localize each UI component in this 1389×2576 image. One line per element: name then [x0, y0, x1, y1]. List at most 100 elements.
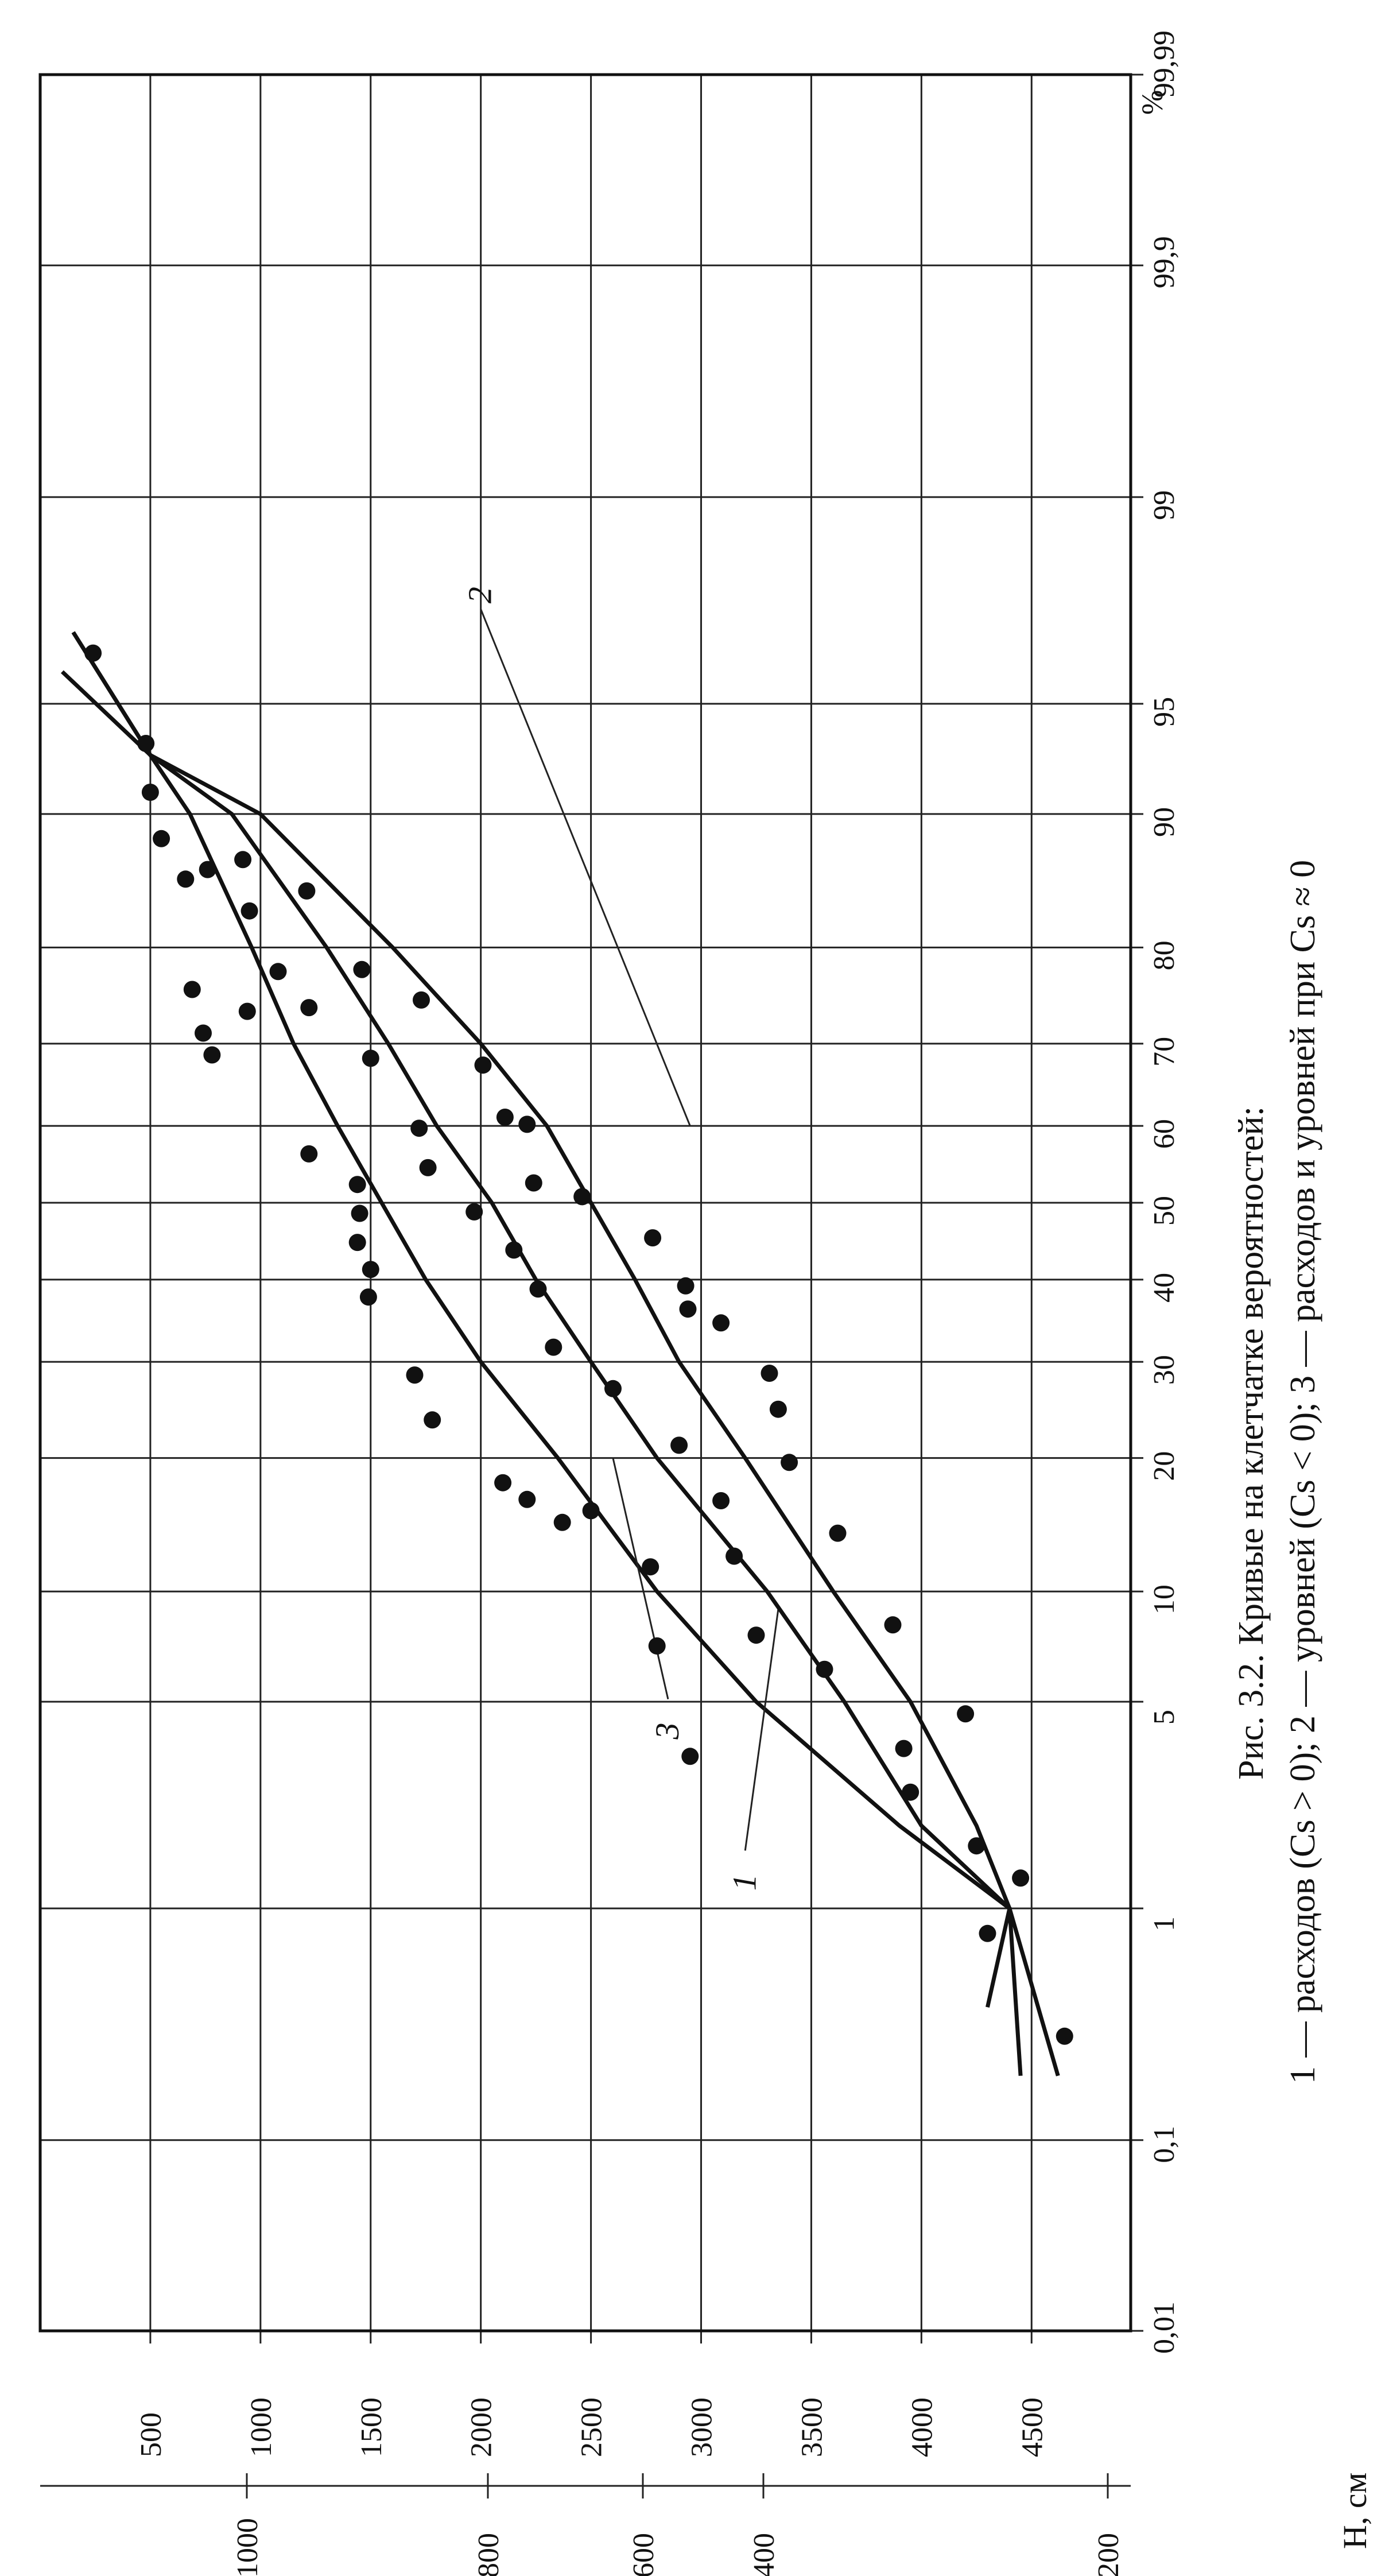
axis-title-group: H, см	[1336, 2473, 1374, 2549]
y-tick-label: 1500	[355, 2397, 388, 2457]
data-point	[725, 1547, 743, 1565]
x-tick-label: 50	[1148, 1196, 1181, 1226]
data-point	[137, 735, 155, 752]
curve-leader-2	[480, 609, 691, 1126]
secondary-tick-label: 600	[627, 2533, 660, 2576]
data-point	[465, 1203, 483, 1221]
caption-title-group: Рис. 3.2. Кривые на клетчатке вероятност…	[1232, 1106, 1271, 1780]
x-tick-label: 99,99	[1148, 30, 1181, 98]
data-point	[677, 1277, 694, 1295]
y-tick-label: 4500	[1016, 2397, 1049, 2457]
data-point	[518, 1115, 536, 1133]
data-point	[348, 1234, 366, 1252]
y-tick-label: 500	[135, 2412, 168, 2457]
data-point	[238, 1002, 256, 1020]
y-tick-label: 3000	[686, 2397, 719, 2457]
data-point	[153, 830, 170, 847]
data-point	[829, 1524, 847, 1542]
y-tick-label: 2500	[576, 2397, 608, 2457]
data-point	[195, 1024, 212, 1042]
data-point	[979, 1924, 996, 1942]
data-point	[681, 1748, 699, 1765]
data-point	[1056, 2027, 1073, 2045]
x-tick-label: 70	[1148, 1037, 1181, 1067]
x-tick-label: 90	[1148, 807, 1181, 837]
data-point	[240, 902, 258, 920]
data-point	[199, 861, 216, 878]
x-tick-label: 99,9	[1148, 236, 1181, 288]
plot-frame	[38, 73, 1132, 2333]
curve-label-2: 2	[461, 587, 499, 603]
secondary-tick-label: 400	[748, 2533, 781, 2576]
data-point	[648, 1637, 666, 1655]
data-point	[679, 1300, 697, 1318]
data-point	[177, 870, 195, 888]
y-tick-label: 1000	[245, 2397, 278, 2457]
x-tick-label: 99	[1148, 490, 1181, 520]
secondary-tick-label: 200	[1092, 2533, 1125, 2576]
data-point	[348, 1176, 366, 1194]
data-point	[351, 1204, 368, 1222]
data-point	[505, 1241, 523, 1259]
caption-legend-group: 1 — расходов (Cs > 0); 2 — уровней (Cs <…	[1283, 860, 1322, 2084]
x-tick-label: 95	[1148, 697, 1181, 727]
data-point	[269, 963, 287, 981]
data-point	[353, 960, 371, 978]
data-point	[712, 1492, 730, 1509]
x-tick-label: 80	[1148, 940, 1181, 970]
data-point	[494, 1474, 512, 1492]
data-point	[968, 1837, 986, 1855]
data-point	[902, 1783, 919, 1801]
data-point	[747, 1626, 765, 1644]
curves: 1 2 3	[60, 587, 1060, 2077]
curve-3	[71, 631, 1023, 2076]
x-tick-label: 1	[1148, 1916, 1181, 1931]
data-point	[359, 1288, 377, 1306]
data-point	[644, 1229, 662, 1247]
tick-labels: 0,01 0,1 1 5 10 20 30 40 50 60 70 80 90 95 99 99,9 99,99…	[135, 30, 1181, 2576]
data-point	[582, 1502, 600, 1520]
curve-1	[71, 631, 1012, 2008]
data-point	[712, 1314, 730, 1332]
curve-2	[60, 670, 1060, 2077]
data-point	[183, 981, 201, 998]
caption-legend: 1 — расходов (Cs > 0); 2 — уровней (Cs <…	[1283, 860, 1322, 2084]
data-point	[670, 1436, 688, 1454]
data-point	[1012, 1869, 1030, 1887]
x-tick-label: 0,1	[1148, 2126, 1181, 2163]
y-tick-label: 3500	[796, 2397, 828, 2457]
caption-title: Рис. 3.2. Кривые на клетчатке вероятност…	[1232, 1106, 1271, 1780]
x-tick-label: 10	[1148, 1585, 1181, 1614]
data-point	[642, 1558, 659, 1576]
data-points	[84, 644, 1073, 2045]
data-point	[781, 1454, 798, 1471]
data-point	[424, 1411, 441, 1429]
curve-leader-1	[744, 1609, 779, 1851]
data-point	[604, 1380, 622, 1397]
x-tick-label: 20	[1148, 1451, 1181, 1481]
data-point	[545, 1338, 562, 1356]
curve-leader-3	[612, 1458, 669, 1700]
x-axis-unit: %	[1136, 90, 1169, 115]
data-point	[474, 1056, 492, 1074]
data-point	[203, 1046, 221, 1064]
data-point	[761, 1365, 778, 1382]
curve-label-3: 3	[649, 1723, 686, 1740]
x-tick-label: 5	[1148, 1710, 1181, 1725]
secondary-tick-label: 1000	[231, 2518, 264, 2576]
secondary-tick-label: 800	[472, 2533, 505, 2576]
data-point	[84, 644, 102, 662]
data-point	[406, 1366, 424, 1384]
data-point	[769, 1400, 787, 1418]
data-point	[518, 1490, 536, 1508]
grid	[40, 73, 1143, 2498]
data-point	[496, 1109, 514, 1126]
x-tick-label: 0,01	[1148, 2302, 1181, 2354]
data-point	[529, 1280, 547, 1298]
data-point	[895, 1740, 913, 1757]
data-point	[413, 991, 430, 1009]
x-tick-label: 30	[1148, 1355, 1181, 1385]
x-tick-label: 40	[1148, 1273, 1181, 1303]
data-point	[298, 882, 316, 900]
data-point	[884, 1616, 902, 1634]
